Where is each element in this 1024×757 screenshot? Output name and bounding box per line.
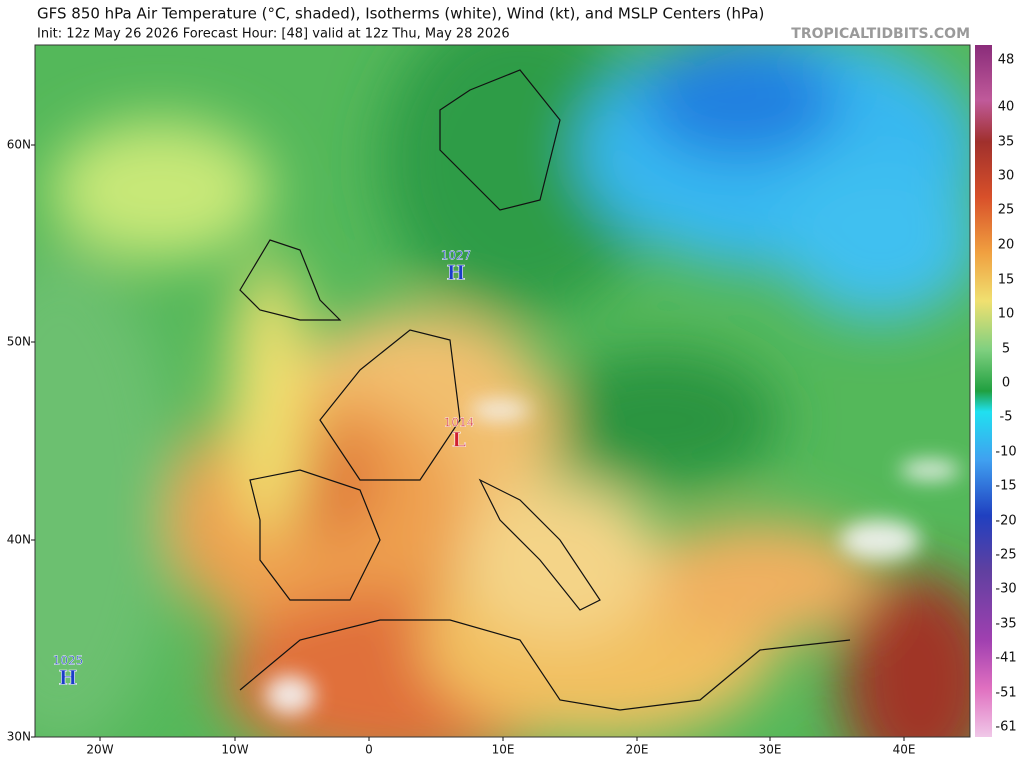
lon-label: 0 [365,743,373,757]
colorbar [975,45,992,737]
colorbar-label: -30 [995,582,1016,597]
colorbar-label: -61 [995,720,1016,735]
lat-label: 60N [7,138,31,152]
lat-label: 30N [7,730,31,744]
subtitle: Init: 12z May 26 2026 Forecast Hour: [48… [37,27,510,42]
pressure-value: 1014 [444,416,475,430]
pressure-value: 1027 [441,249,472,263]
colorbar-label: -10 [995,445,1016,460]
lon-label: 40E [893,743,916,757]
colorbar-label: 15 [998,273,1015,288]
pressure-letter: H [447,261,466,285]
colorbar-label: -35 [995,617,1016,632]
lon-label: 20E [626,743,649,757]
colorbar-label: -41 [995,651,1016,666]
lon-label: 30E [759,743,782,757]
map [35,45,970,737]
lat-label: 50N [7,335,31,349]
colorbar-label: 20 [998,238,1015,253]
colorbar-label: -5 [1000,410,1013,425]
colorbar-label: -25 [995,548,1016,563]
colorbar-label: 0 [1002,376,1010,391]
pressure-letter: H [59,666,78,690]
colorbar-label: -20 [995,514,1016,529]
colorbar-label: 25 [998,203,1015,218]
colorbar-label: 10 [998,307,1015,322]
colorbar-label: -15 [995,479,1016,494]
title: GFS 850 hPa Air Temperature (°C, shaded)… [37,5,764,23]
brand: TROPICALTIDBITS.COM [791,26,970,42]
colorbar-label: 5 [1002,342,1010,357]
colorbar-label: 35 [998,135,1015,150]
terrain-mask [265,400,960,715]
colorbar-label: 40 [998,100,1015,115]
lon-label: 20W [86,743,113,757]
lon-label: 10E [492,743,515,757]
colorbar-label: 30 [998,169,1015,184]
colorbar-label: 48 [998,53,1015,68]
pressure-value: 1025 [53,654,84,668]
coastlines [239,69,851,711]
temperature-field [35,45,970,737]
colorbar-label: -51 [995,686,1016,701]
lat-label: 40N [7,533,31,547]
pressure-letter: L [452,428,466,452]
lon-label: 10W [221,743,248,757]
